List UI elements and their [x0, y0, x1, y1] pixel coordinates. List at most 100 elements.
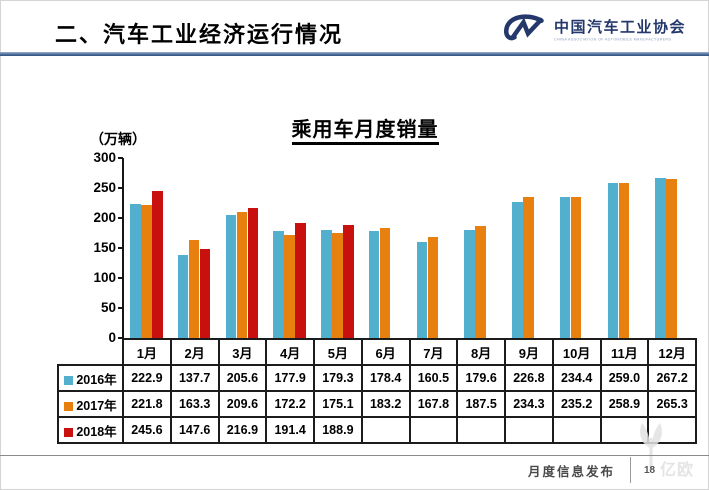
data-table: 1月 2月 3月 4月 5月 6月 7月 8月 9月 10月 11月 12月 2016年 222.9 137…	[57, 338, 697, 444]
month-header-cell: 11月	[599, 338, 650, 366]
bar-2016年-8月	[464, 230, 475, 338]
value-cell: 179.3	[313, 364, 363, 392]
value-cell: 209.6	[217, 390, 268, 418]
caam-logo-icon	[503, 14, 544, 41]
value-cell: 172.2	[265, 390, 315, 418]
bar-2017年-3月	[236, 212, 247, 338]
bar-2017年-2月	[188, 240, 200, 338]
chart-title: 乘用车月度销量	[240, 113, 490, 145]
y-tick-label-200: 200	[93, 210, 116, 225]
bar-2016年-4月	[273, 231, 284, 338]
value-cell: 221.8	[122, 390, 172, 418]
bar-2016年-11月	[607, 182, 618, 338]
org-logo: 中国汽车工业协会 CHINA ASSOCIATION OF AUTOMOBILE…	[501, 13, 709, 45]
y-tick-label-150: 150	[93, 240, 116, 255]
month-header-cell: 2月	[169, 338, 220, 366]
month-header-cell: 4月	[265, 338, 315, 366]
footer-label: 月度信息发布	[528, 465, 616, 479]
y-tick-mark	[118, 277, 123, 279]
y-tick-label-300: 300	[93, 150, 116, 165]
bar-2018年-5月	[343, 224, 354, 338]
value-cell: 267.2	[647, 364, 697, 392]
watermark-leaf-icon	[640, 423, 662, 470]
value-cell: 163.3	[169, 390, 220, 418]
value-cell	[599, 416, 650, 444]
value-cell: 178.4	[360, 364, 411, 392]
y-axis-unit-label: （万辆）	[90, 131, 146, 147]
org-logo-text: 中国汽车工业协会 CHINA ASSOCIATION OF AUTOMOBILE…	[554, 16, 709, 44]
bar-2017年-7月	[427, 237, 438, 338]
value-cell: 160.5	[408, 364, 459, 392]
value-cell	[408, 416, 459, 444]
org-subtitle: CHINA ASSOCIATION OF AUTOMOBILE MANUFACT…	[554, 38, 672, 42]
y-tick-mark	[118, 217, 123, 219]
footer-divider-line	[0, 455, 709, 456]
series-label-cell: 2016年	[57, 364, 124, 392]
y-tick-mark	[118, 187, 123, 189]
footer-vertical-divider	[630, 457, 631, 483]
watermark: 亿欧	[638, 422, 693, 479]
bar-2017年-4月	[284, 234, 295, 338]
month-header-cell: 1月	[122, 338, 172, 366]
bar-2017年-1月	[141, 204, 152, 338]
value-cell: 147.6	[169, 416, 220, 444]
value-cell: 167.8	[408, 390, 459, 418]
bar-2017年-9月	[523, 197, 534, 338]
month-header-cell: 5月	[313, 338, 363, 366]
plot-area	[122, 158, 697, 338]
value-cell: 183.2	[360, 390, 411, 418]
y-tick-mark	[118, 247, 123, 249]
page-number: 18	[644, 465, 656, 476]
bar-2017年-10月	[570, 196, 582, 338]
bar-2018年-1月	[152, 190, 163, 338]
bar-2018年-3月	[247, 207, 258, 338]
table-row: 2018年 245.6 147.6 216.9 191.4 188.9	[57, 416, 697, 444]
bar-2018年-2月	[199, 249, 211, 338]
bar-2017年-8月	[475, 225, 486, 338]
bar-2016年-10月	[559, 197, 571, 338]
value-cell	[360, 416, 411, 444]
header-divider	[0, 52, 709, 56]
value-cell	[504, 416, 554, 444]
bar-2016年-12月	[655, 177, 666, 338]
bar-2016年-2月	[177, 255, 189, 338]
legend-swatch	[64, 427, 74, 437]
table-corner-cell	[58, 339, 123, 365]
value-cell: 265.3	[647, 390, 697, 418]
legend-swatch	[64, 375, 74, 385]
bar-2018年-4月	[295, 223, 306, 338]
value-cell: 137.7	[169, 364, 220, 392]
value-cell: 188.9	[313, 416, 363, 444]
series-label-cell: 2017年	[57, 390, 124, 418]
y-tick-mark	[118, 157, 123, 159]
bar-2016年-6月	[368, 230, 380, 338]
series-label-cell: 2018年	[57, 416, 124, 444]
value-cell: 177.9	[265, 364, 315, 392]
month-header-cell: 12月	[647, 338, 697, 366]
page-title: 二、汽车工业经济运行情况	[55, 22, 344, 47]
value-cell	[551, 416, 602, 444]
y-tick-label-100: 100	[93, 270, 116, 285]
bar-2016年-3月	[225, 214, 236, 338]
bar-2016年-7月	[416, 241, 427, 338]
bar-2016年-1月	[130, 204, 141, 338]
y-tick-mark	[118, 337, 123, 339]
month-header-cell: 10月	[551, 338, 602, 366]
value-cell: 216.9	[217, 416, 268, 444]
y-tick-label-50: 50	[100, 300, 116, 315]
value-cell: 235.2	[551, 390, 602, 418]
value-cell: 175.1	[313, 390, 363, 418]
legend-swatch	[64, 401, 74, 411]
value-cell: 222.9	[122, 364, 172, 392]
org-name: 中国汽车工业协会	[554, 19, 687, 36]
bar-2017年-6月	[379, 228, 391, 338]
table-row: 2017年 221.8 163.3 209.6 172.2 175.1 183.2 167.8…	[57, 390, 697, 418]
value-cell: 187.5	[456, 390, 506, 418]
month-header-cell: 8月	[456, 338, 506, 366]
value-cell: 259.0	[599, 364, 650, 392]
y-tick-label-0: 0	[108, 330, 116, 345]
bar-2016年-9月	[512, 201, 523, 338]
value-cell: 179.6	[456, 364, 506, 392]
month-header-cell: 3月	[217, 338, 268, 366]
